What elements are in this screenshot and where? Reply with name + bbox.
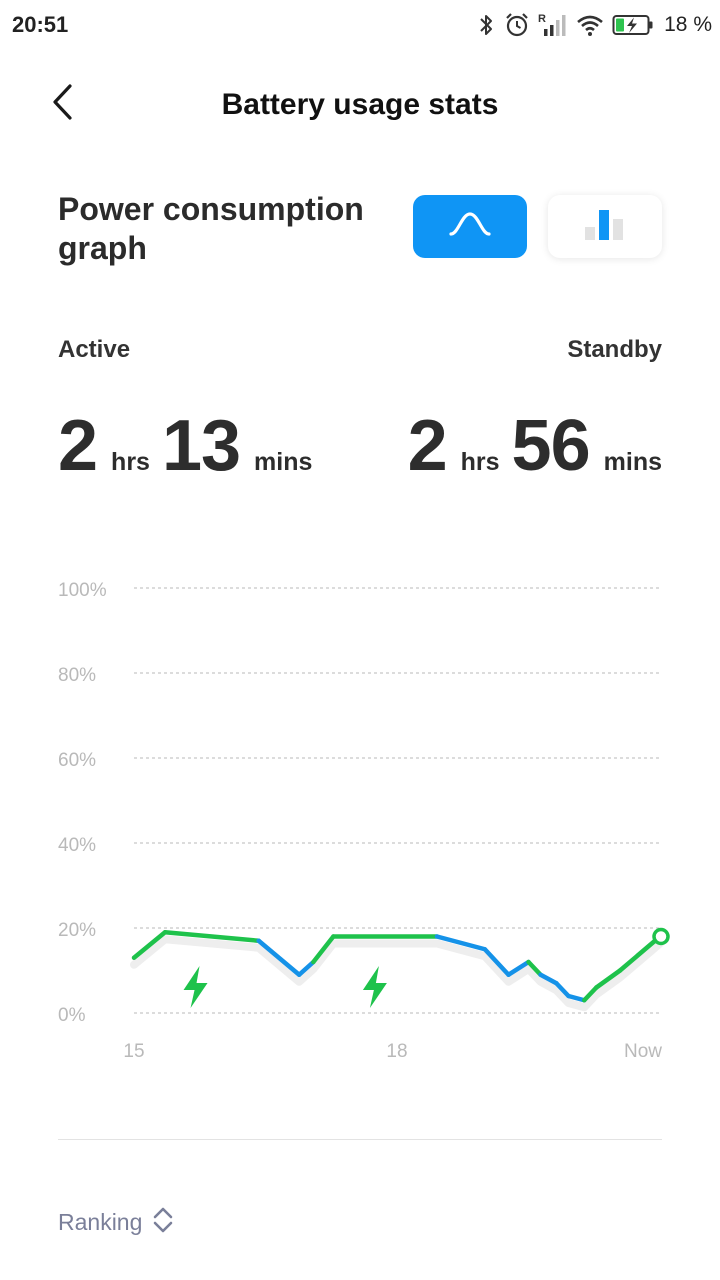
y-tick-label: 20% — [58, 920, 96, 941]
section-title: Power consumption graph — [58, 191, 364, 266]
charging-bolt-icon — [362, 966, 387, 1008]
battery-charging-icon — [612, 13, 654, 37]
power-consumption-chart: 100% 80% 60% 40% 20% 0% 15 18 Now — [58, 580, 670, 1062]
line-segment — [482, 947, 511, 977]
page-title: Battery usage stats — [221, 88, 499, 121]
y-tick-label: 40% — [58, 835, 96, 856]
curve-icon — [448, 209, 492, 244]
standby-duration: 2 hrs 56 mins — [407, 405, 662, 486]
current-level-marker — [652, 927, 670, 946]
x-tick-label: Now — [624, 1041, 662, 1062]
ranking-sort-button[interactable]: Ranking — [58, 1205, 174, 1240]
line-segment — [256, 938, 302, 977]
line-segment — [538, 972, 559, 986]
y-tick-label: 100% — [58, 580, 107, 601]
divider — [58, 1139, 662, 1140]
status-bar: 20:51 R 18 % — [0, 0, 720, 52]
standby-hours-unit: hrs — [460, 448, 500, 476]
x-tick-label: 18 — [386, 1041, 407, 1062]
line-segment — [296, 959, 316, 977]
active-hours-unit: hrs — [111, 448, 150, 476]
line-segment — [131, 930, 168, 960]
status-icons: R 18 % — [478, 10, 712, 40]
line-segment — [526, 959, 543, 977]
line-segment — [311, 934, 336, 965]
standby-hours: 2 — [407, 406, 448, 486]
curve-view-toggle[interactable] — [413, 195, 527, 258]
y-tick-label: 60% — [58, 750, 96, 771]
active-minutes-unit: mins — [254, 448, 313, 476]
bar-chart-icon — [583, 207, 627, 246]
x-tick-label: 15 — [123, 1041, 144, 1062]
status-time: 20:51 — [12, 12, 69, 37]
bar-view-toggle[interactable] — [548, 195, 662, 258]
line-segment — [566, 993, 587, 1003]
bluetooth-icon — [478, 13, 496, 37]
y-tick-label: 80% — [58, 665, 96, 686]
charging-bolt-icon — [183, 966, 208, 1008]
standby-label: Standby — [567, 336, 662, 363]
battery-percent: 18 % — [664, 13, 712, 36]
standby-minutes-unit: mins — [603, 448, 662, 476]
y-tick-label: 0% — [58, 1005, 86, 1026]
line-segment — [594, 968, 623, 990]
line-segment — [434, 934, 488, 952]
line-segment — [506, 959, 531, 977]
line-segment — [162, 930, 261, 943]
active-duration: 2 hrs 13 mins — [58, 405, 313, 486]
active-label: Active — [58, 336, 131, 363]
line-segment — [617, 934, 663, 973]
standby-minutes: 56 — [511, 406, 591, 486]
header: Battery usage stats — [0, 70, 720, 140]
wifi-icon — [576, 13, 604, 37]
sort-toggle-icon — [152, 1205, 174, 1240]
line-shadow — [130, 935, 664, 1012]
chevron-left-icon — [50, 83, 74, 126]
active-hours: 2 — [58, 406, 98, 486]
back-button[interactable] — [40, 82, 84, 126]
line-segment — [554, 981, 571, 999]
signal-icon: R — [538, 12, 568, 38]
svg-text:R: R — [538, 13, 546, 25]
alarm-icon — [504, 12, 530, 38]
line-segment — [582, 985, 599, 1003]
active-minutes: 13 — [161, 406, 241, 486]
ranking-label: Ranking — [58, 1209, 143, 1235]
